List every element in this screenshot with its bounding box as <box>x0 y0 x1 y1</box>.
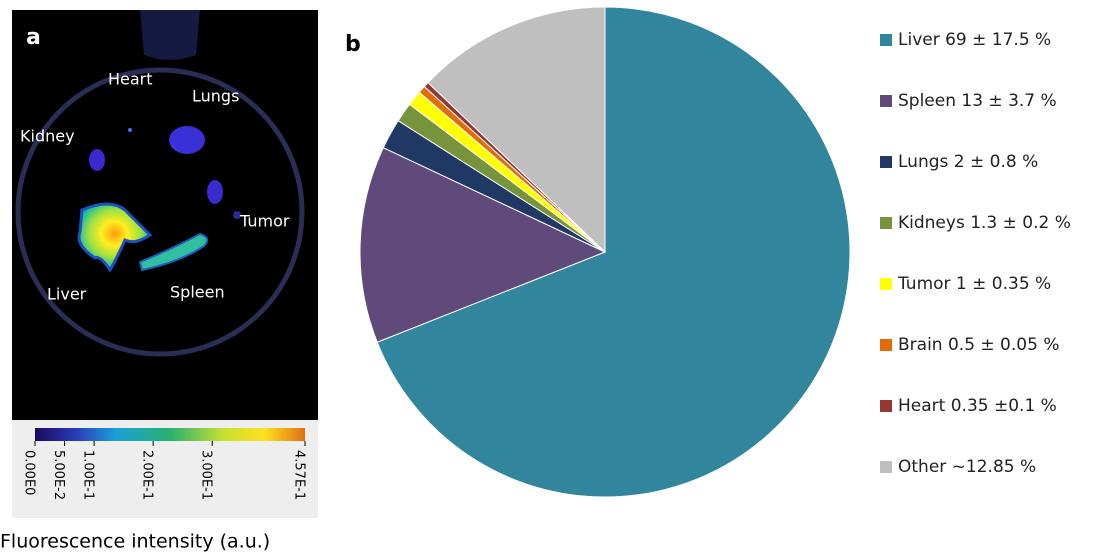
legend-label: Other ~12.85 % <box>898 457 1036 477</box>
tube <box>140 10 200 60</box>
organ-label: Kidney <box>20 127 75 146</box>
kidney-signal <box>89 149 105 171</box>
legend-swatch <box>880 278 892 290</box>
legend-label: Heart 0.35 ±0.1 % <box>898 396 1057 416</box>
colorbar-tick-label: 0.00E0 <box>22 450 37 495</box>
legend-swatch <box>880 400 892 412</box>
panel-label: a <box>26 25 41 50</box>
dish <box>15 67 305 357</box>
colorbar-tick-label: 2.00E-1 <box>140 450 155 500</box>
colorbar-tick-label: 5.00E-2 <box>51 450 66 500</box>
legend-swatch <box>880 95 892 107</box>
pie-slice <box>427 6 606 254</box>
colorbar-tick-label: 1.00E-1 <box>81 450 96 500</box>
legend-swatch <box>880 461 892 473</box>
colorbar-title: Fluorescence intensity (a.u.) <box>0 531 270 553</box>
liver-signal <box>77 202 153 273</box>
heart-signal <box>128 128 132 132</box>
legend-swatch <box>880 34 892 46</box>
pie-slice <box>376 6 851 498</box>
legend-label: Liver 69 ± 17.5 % <box>898 30 1051 50</box>
legend-swatch <box>880 339 892 351</box>
lungs-signal <box>169 126 205 154</box>
organ-label: Tumor <box>239 212 290 231</box>
tumor-signal <box>233 211 241 219</box>
legend-swatch <box>880 156 892 168</box>
legend-label: Lungs 2 ± 0.8 % <box>898 152 1038 172</box>
panel-label: b <box>345 32 361 57</box>
colorbar <box>35 428 305 441</box>
spleen-signal <box>138 232 209 272</box>
organ-label: Heart <box>108 70 153 89</box>
organ-label: Spleen <box>170 283 225 302</box>
legend-label: Spleen 13 ± 3.7 % <box>898 91 1057 111</box>
pie-slice <box>359 147 607 343</box>
legend-swatch <box>880 217 892 229</box>
colorbar-tick-label: 3.00E-1 <box>199 450 214 500</box>
legend-label: Kidneys 1.3 ± 0.2 % <box>898 213 1071 233</box>
colorbar-tick-label: 4.57E-1 <box>292 450 307 500</box>
organ-label: Liver <box>47 285 87 304</box>
legend-label: Brain 0.5 ± 0.05 % <box>898 335 1059 355</box>
legend-label: Tumor 1 ± 0.35 % <box>897 274 1051 294</box>
kidney-signal <box>207 180 223 204</box>
organ-label: Lungs <box>192 87 239 106</box>
